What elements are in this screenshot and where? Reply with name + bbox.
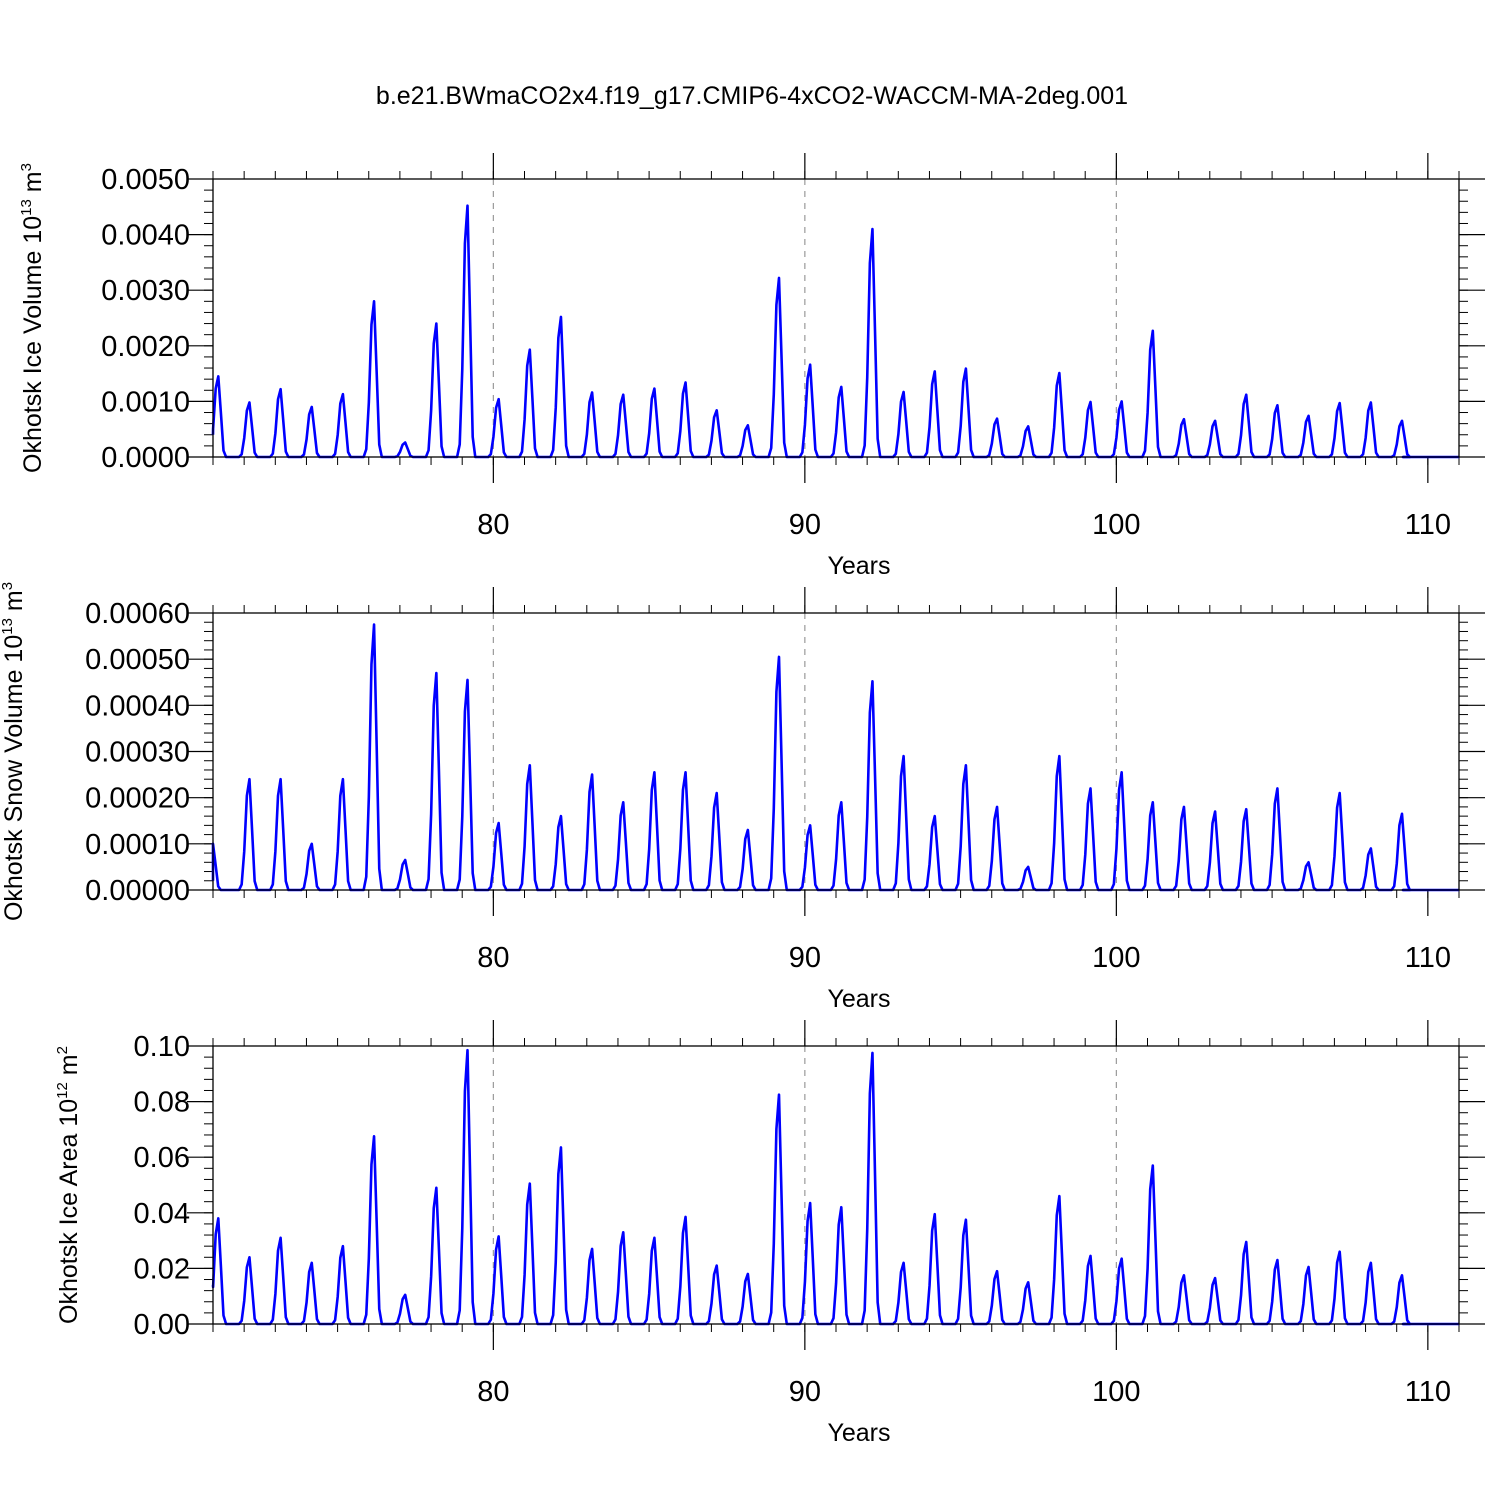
x-tick-label: 90 [789,942,821,974]
x-tick-label: 80 [477,942,509,974]
chart-panel-2: 0.00000 0.00010 0.00020 0.00030 0.00040 0.000… [0,582,1485,1013]
y-tick-label: 0.02 [134,1253,190,1285]
x-tick-label: 100 [1092,509,1140,541]
plot-frame [212,1045,1460,1325]
y-tick-label: 0.0020 [101,331,190,363]
panels: 0.0000 0.0010 0.0020 0.0030 0.0040 0.0050 80 90… [0,153,1485,1447]
x-tick-label: 110 [1405,942,1451,974]
x-tick-label: 100 [1092,1376,1140,1408]
x-axis-label: Years [827,985,890,1013]
x-tick-label: 90 [789,509,821,541]
y-tick-label: 0.10 [134,1031,190,1063]
y-tick-label: 0.00 [134,1309,190,1341]
x-tick-label: 90 [789,1376,821,1408]
x-tick-label: 110 [1405,509,1451,541]
plot-frame [212,612,1460,891]
figure-title: b.e21.BWmaCO2x4.f19_g17.CMIP6-4xCO2-WACC… [376,82,1128,110]
series-line [211,1048,1412,1326]
chart-panel-1: 0.0000 0.0010 0.0020 0.0030 0.0040 0.0050 80 90… [18,153,1485,580]
y-axis-label: Okhotsk Snow Volume 1013 m3 [0,582,28,921]
y-tick-label: 0.06 [134,1142,190,1174]
y-tick-label: 0.0050 [101,164,190,196]
y-tick-label: 0.00010 [85,829,190,861]
y-tick-label: 0.00050 [85,644,190,676]
y-tick-label: 0.00000 [85,875,190,907]
x-tick-label: 110 [1405,1376,1451,1408]
x-tick-label: 100 [1092,942,1140,974]
y-axis-label: Okhotsk Ice Volume 1013 m3 [18,163,47,473]
series-line [211,623,1412,892]
y-tick-label: 0.00020 [85,783,190,815]
x-axis-label: Years [827,552,890,580]
y-tick-label: 0.08 [134,1087,190,1119]
chart-panel-3: 0.00 0.02 0.04 0.06 0.08 0.10 80 90 100 110 Years O… [54,1020,1485,1447]
y-tick-label: 0.00040 [85,690,190,722]
y-tick-label: 0.0030 [101,275,190,307]
x-tick-label: 80 [477,509,509,541]
y-axis-label: Okhotsk Ice Area 1012 m2 [54,1046,83,1324]
y-tick-label: 0.00030 [85,737,190,769]
y-tick-label: 0.0010 [101,386,190,418]
y-tick-label: 0.0000 [101,442,190,474]
x-tick-label: 80 [477,1376,509,1408]
y-tick-label: 0.00060 [85,598,190,630]
y-tick-label: 0.04 [134,1198,190,1230]
x-axis-label: Years [827,1419,890,1447]
plot-frame [212,178,1460,458]
y-tick-label: 0.0040 [101,220,190,252]
series-line [211,204,1412,459]
